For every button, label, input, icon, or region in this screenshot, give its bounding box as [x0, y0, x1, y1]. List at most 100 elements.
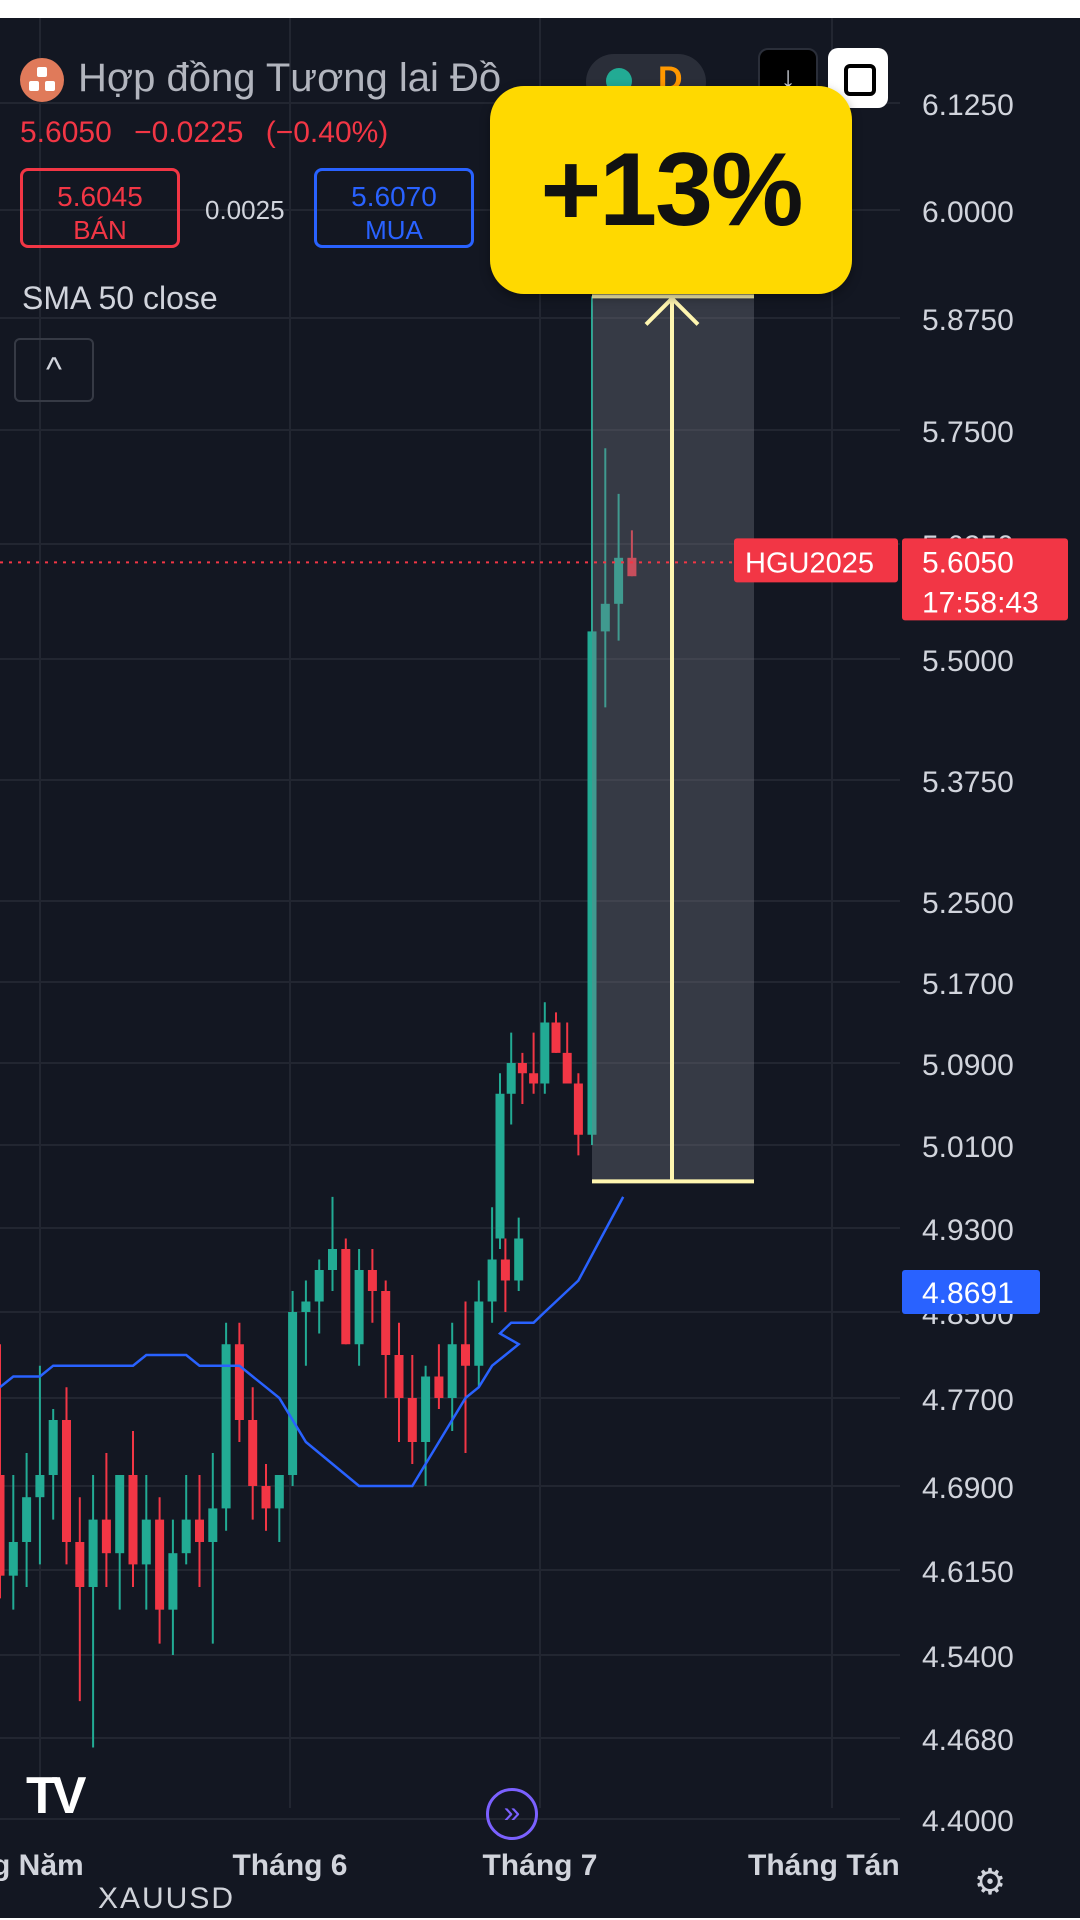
- candle-body: [314, 1270, 324, 1302]
- sma-50-line: [0, 1196, 625, 1488]
- candle-body: [141, 1519, 151, 1565]
- candle-body: [551, 1022, 561, 1053]
- candle-body: [394, 1355, 404, 1398]
- candle-body: [248, 1420, 258, 1486]
- buy-button[interactable]: 5.6070 MUA: [314, 168, 474, 248]
- candle-body: [8, 1542, 18, 1576]
- x-tick-label: Tháng 6: [232, 1849, 347, 1882]
- y-tick-label: 4.6150: [922, 1556, 1014, 1589]
- candle-body: [506, 1063, 516, 1094]
- chart-panel[interactable]: 6.12506.00005.87505.75005.62505.50005.37…: [0, 18, 1080, 1918]
- y-tick-label: 5.2500: [922, 887, 1014, 920]
- y-tick-label: 4.4000: [922, 1805, 1014, 1838]
- candle-body: [540, 1022, 550, 1084]
- last-price: 5.6050: [20, 116, 112, 149]
- gain-badge-text: +13%: [540, 132, 804, 248]
- y-tick-label: 6.0000: [922, 196, 1014, 229]
- last-price-tag-text: 5.6050: [922, 546, 1014, 579]
- candle-body: [573, 1083, 583, 1135]
- y-tick-label: 5.1700: [922, 968, 1014, 1001]
- candle-body: [301, 1301, 311, 1312]
- candle-body: [288, 1312, 298, 1475]
- symbol-price-tag: [734, 538, 898, 583]
- sma-value-tag-text: 4.8691: [922, 1277, 1014, 1310]
- candle-body: [101, 1519, 111, 1554]
- chevron-up-icon: ^: [46, 351, 62, 389]
- candle-body: [274, 1475, 284, 1509]
- candle-body: [48, 1420, 58, 1475]
- candle-body: [514, 1238, 524, 1281]
- candle-body: [35, 1475, 45, 1498]
- candle-body: [367, 1270, 377, 1291]
- price-change-percent: (−0.40%): [265, 116, 389, 149]
- y-tick-label: 5.3750: [922, 766, 1014, 799]
- candle-body: [434, 1376, 444, 1398]
- symbol-price-tag-text: HGU2025: [745, 547, 874, 579]
- candle-body: [562, 1052, 572, 1084]
- candle-body: [155, 1519, 165, 1610]
- y-tick-label: 6.1250: [922, 89, 1014, 122]
- candle-body: [461, 1344, 470, 1366]
- candle-body: [529, 1073, 539, 1084]
- collapse-legend-button[interactable]: ^: [14, 338, 94, 402]
- symbol-title[interactable]: Hợp đồng Tương lai Đồ: [78, 56, 502, 100]
- candle-body: [328, 1249, 337, 1270]
- y-tick-label: 5.0100: [922, 1131, 1014, 1164]
- candle-body: [487, 1259, 497, 1302]
- candle-body: [115, 1475, 125, 1554]
- candle-body: [168, 1553, 178, 1610]
- y-tick-label: 4.5400: [922, 1641, 1014, 1674]
- price-change: −0.0225: [134, 116, 244, 149]
- candle-body: [208, 1508, 218, 1542]
- y-tick-label: 4.9300: [922, 1214, 1014, 1247]
- candle-body: [495, 1093, 505, 1239]
- y-tick-label: 4.6900: [922, 1472, 1014, 1505]
- price-summary: 5.6050 −0.0225 (−0.40%): [20, 116, 402, 150]
- candle-body: [195, 1519, 204, 1542]
- y-tick-label: 4.7700: [922, 1384, 1014, 1417]
- symbol-logo-icon: [20, 58, 64, 102]
- y-tick-label: 5.8750: [922, 304, 1014, 337]
- countdown-text: 17:58:43: [922, 586, 1039, 619]
- sell-label: BÁN: [73, 215, 127, 245]
- x-tick-label: g Năm: [0, 1849, 84, 1882]
- last-price-tag: [902, 538, 1068, 621]
- candle-body: [181, 1519, 191, 1554]
- candle-body: [234, 1344, 244, 1420]
- tradingview-logo-icon: TV: [26, 1767, 87, 1825]
- arrow-right-icon: »: [503, 1796, 521, 1829]
- settings-gear-icon[interactable]: ⚙: [973, 1861, 1007, 1902]
- sell-button[interactable]: 5.6045 BÁN: [20, 168, 180, 248]
- measure-arrow-head-icon: [644, 295, 700, 326]
- candle-body: [0, 1475, 5, 1576]
- price-chart[interactable]: 6.12506.00005.87505.75005.62505.50005.37…: [0, 18, 1080, 1918]
- candle-body: [341, 1249, 351, 1345]
- candle-body: [381, 1291, 391, 1355]
- sma-value-tag: [902, 1269, 1040, 1314]
- watermark: XAUUSD: [98, 1882, 236, 1915]
- candle-body: [407, 1398, 417, 1442]
- candle-body: [62, 1420, 71, 1542]
- sma-legend[interactable]: SMA 50 close: [22, 280, 218, 316]
- download-arrow-icon: ↓: [780, 61, 796, 94]
- y-tick-label: 5.0900: [922, 1049, 1014, 1082]
- go-to-realtime-button[interactable]: »: [486, 1788, 538, 1840]
- x-tick-label: Tháng Tán: [748, 1849, 900, 1882]
- y-tick-label: 5.5000: [922, 645, 1014, 678]
- candle-body: [517, 1063, 527, 1074]
- candle-body: [474, 1301, 484, 1366]
- candle-body: [627, 557, 637, 577]
- candle-body: [221, 1344, 231, 1509]
- candle-body: [128, 1475, 138, 1565]
- y-tick-label: 5.7500: [922, 416, 1014, 449]
- candle-body: [614, 557, 624, 604]
- candle-body: [354, 1270, 364, 1345]
- candle-body: [421, 1376, 431, 1442]
- fullscreen-icon: [844, 64, 876, 96]
- candle-body: [600, 603, 610, 632]
- candle-body: [587, 631, 597, 1135]
- buy-label: MUA: [365, 215, 423, 245]
- candle-body: [88, 1519, 98, 1587]
- x-tick-label: Tháng 7: [482, 1849, 597, 1882]
- gain-badge: +13%: [490, 86, 852, 294]
